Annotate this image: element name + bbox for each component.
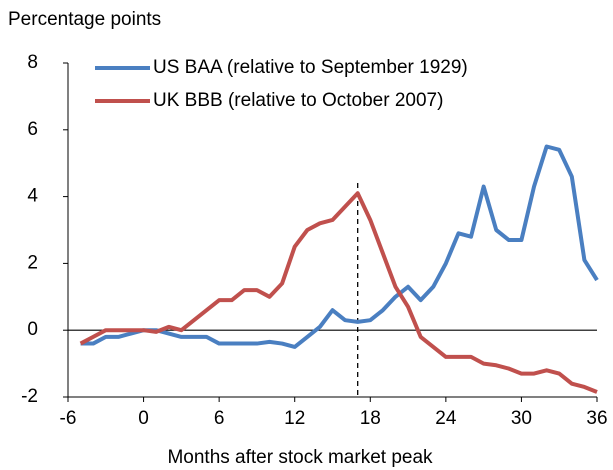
x-tick-label: 30: [511, 408, 532, 429]
y-tick-label: 0: [27, 319, 38, 340]
y-tick-label: 8: [27, 52, 38, 73]
series-line: [79, 191, 598, 394]
x-tick-label: -6: [60, 408, 77, 429]
x-tick-label: 36: [586, 408, 607, 429]
y-axis-label: Percentage points: [8, 9, 161, 30]
x-tick-label: 12: [284, 408, 305, 429]
y-tick-label: 4: [27, 186, 38, 207]
series-line: [80, 144, 599, 349]
legend-label: UK BBB (relative to October 2007): [153, 90, 443, 111]
x-tick-label: 24: [435, 408, 457, 429]
y-tick-label: 6: [27, 119, 38, 140]
legend-label: US BAA (relative to September 1929): [153, 57, 468, 78]
x-tick-label: 0: [138, 408, 149, 429]
x-axis-label: Months after stock market peak: [167, 447, 433, 468]
y-tick-label: -2: [21, 386, 38, 407]
x-tick-label: 18: [360, 408, 381, 429]
y-tick-label: 2: [27, 252, 38, 273]
x-tick-label: 6: [214, 408, 225, 429]
